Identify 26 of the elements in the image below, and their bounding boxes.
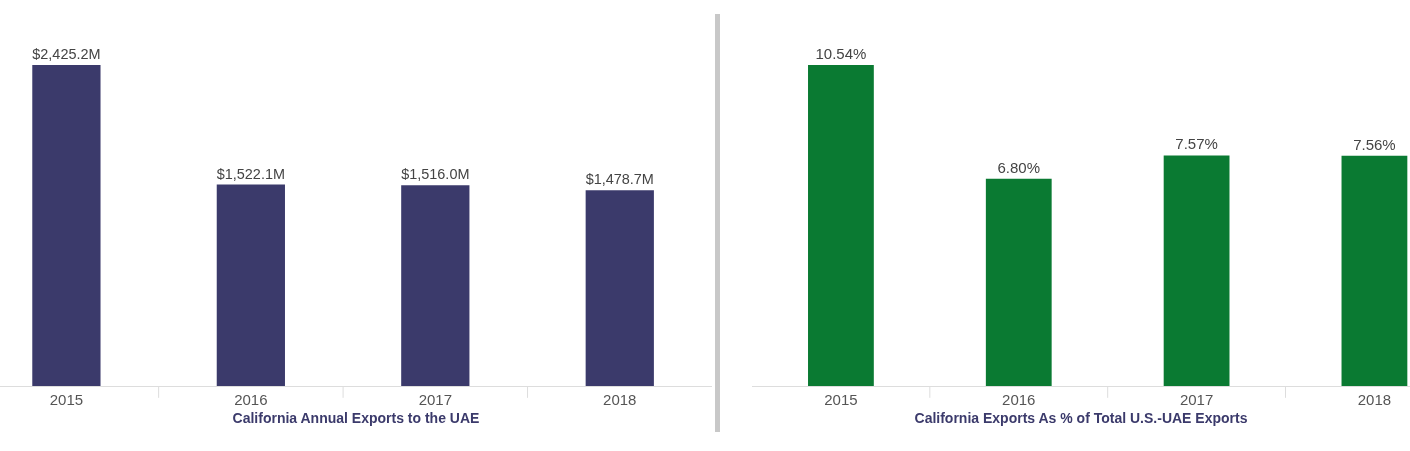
bar xyxy=(585,190,654,386)
x-tick-label: 2015 xyxy=(49,391,84,408)
x-tick-label: 2017 xyxy=(418,391,453,408)
bar xyxy=(1163,155,1230,386)
bar xyxy=(808,64,874,386)
x-tick-label: 2018 xyxy=(1357,391,1392,408)
data-label: 6.80% xyxy=(997,158,1041,176)
x-tick-label: 2016 xyxy=(1002,391,1036,408)
bar xyxy=(401,185,470,386)
bar xyxy=(32,64,101,386)
x-tick-label: 2017 xyxy=(1179,391,1214,408)
data-label: 10.54% xyxy=(815,44,867,62)
data-label: $2,425.2M xyxy=(32,46,101,63)
data-label: 7.56% xyxy=(1353,135,1396,153)
x-tick-label: 2016 xyxy=(234,391,268,408)
data-label: 7.57% xyxy=(1175,135,1218,153)
data-label: $1,522.1M xyxy=(216,165,285,182)
x-axis-title: California Exports As % of Total U.S.-UAE Exports xyxy=(914,410,1248,427)
x-tick-label: 2018 xyxy=(603,391,637,408)
x-tick-label: 2015 xyxy=(824,391,858,408)
bar xyxy=(216,184,285,386)
x-axis-title: California Annual Exports to the UAE xyxy=(232,410,480,427)
bar xyxy=(985,178,1052,386)
bar xyxy=(1341,155,1408,386)
data-label: $1,478.7M xyxy=(585,171,654,188)
data-label: $1,516.0M xyxy=(401,166,470,183)
